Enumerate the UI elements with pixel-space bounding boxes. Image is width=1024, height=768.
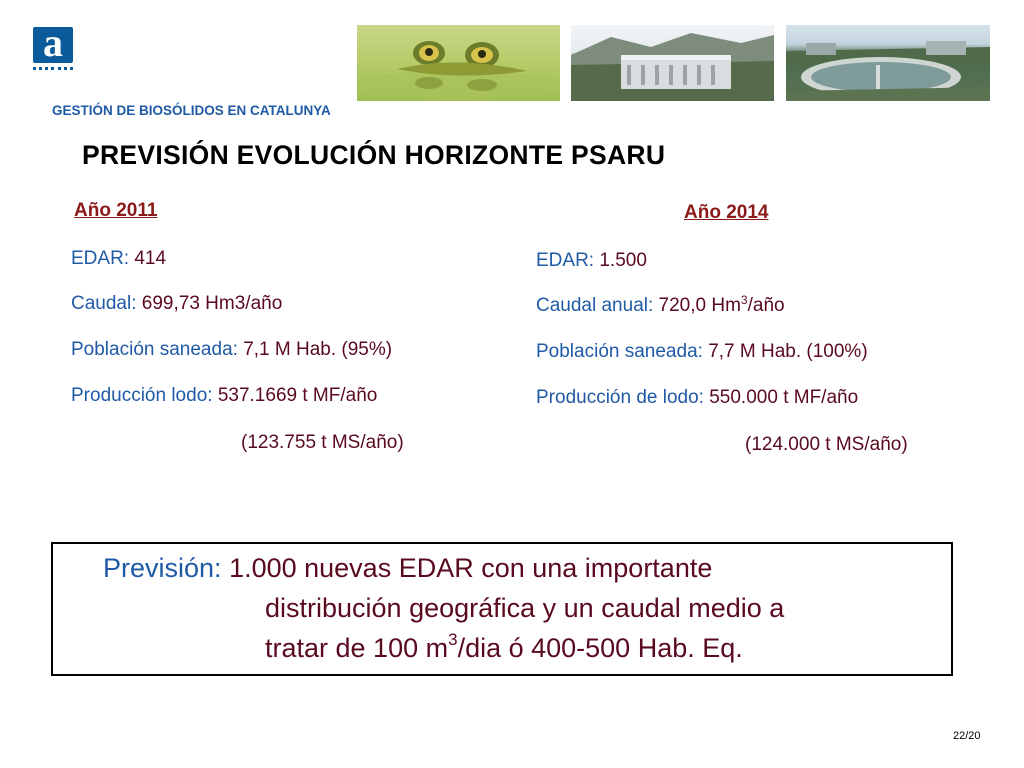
dam-photo [571,25,774,101]
lodo-2014: Producción de lodo: 550.000 t MF/año [536,387,859,408]
caudal-2011: Caudal: 699,73 Hm3/año [71,293,283,314]
lodo-ms-2014: (124.000 t MS/año) [745,434,908,455]
treatment-plant-photo [786,25,990,101]
caudal-2014: Caudal anual: 720,0 Hm3/año [536,293,785,316]
agency-logo: a [33,21,73,73]
year-2011-title: Año 2011 [74,200,158,221]
page-number: 22/20 [953,730,981,742]
prevision-line-2: distribución geográfica y un caudal medi… [265,593,785,623]
frog-photo [357,25,560,101]
lodo-ms-2011: (123.755 t MS/año) [241,432,404,453]
page-title: PREVISIÓN EVOLUCIÓN HORIZONTE PSARU [82,140,666,170]
prevision-box [51,542,953,676]
lodo-2011: Producción lodo: 537.1669 t MF/año [71,385,378,406]
year-2014-title: Año 2014 [684,202,769,223]
edar-2011: EDAR: 414 [71,248,167,269]
poblacion-2014: Población saneada: 7,7 M Hab. (100%) [536,341,868,362]
prevision-line-1: Previsión: 1.000 nuevas EDAR con una imp… [103,553,713,583]
section-heading: GESTIÓN DE BIOSÓLIDOS EN CATALUNYA [52,103,331,118]
edar-2014: EDAR: 1.500 [536,250,647,271]
poblacion-2011: Población saneada: 7,1 M Hab. (95%) [71,339,393,360]
prevision-line-3: tratar de 100 m3/dia ó 400-500 Hab. Eq. [265,630,743,663]
